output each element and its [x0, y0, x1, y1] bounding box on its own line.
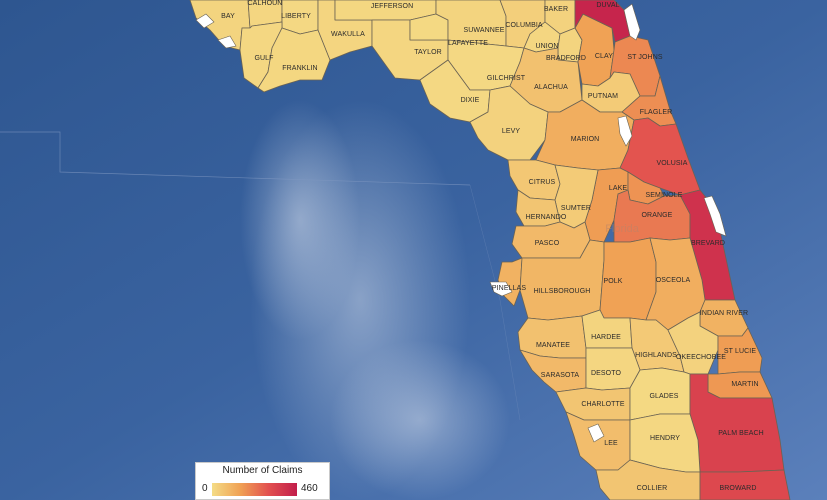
cloud-haze: [330, 340, 510, 500]
cloud-haze: [240, 100, 360, 340]
tampa-bay: [489, 281, 513, 297]
county-glades[interactable]: [629, 367, 691, 421]
county-desoto[interactable]: [585, 347, 641, 391]
county-pasco[interactable]: [511, 221, 591, 259]
offshore-boundary-line: [469, 184, 521, 421]
lagoon: [217, 35, 237, 49]
lagoon: [623, 3, 641, 41]
state-watermark: Florida: [605, 223, 640, 235]
counties-layer: [189, 0, 791, 500]
county-liberty[interactable]: [281, 0, 319, 35]
county-franklin[interactable]: [257, 27, 331, 93]
legend-title: Number of Claims: [222, 465, 303, 476]
offshore-boundary-line: [0, 131, 471, 186]
legend-max-label: 460: [301, 483, 318, 494]
county-polk[interactable]: [599, 237, 657, 321]
lagoon: [703, 195, 727, 237]
legend-color-ramp: [212, 483, 297, 496]
county-broward[interactable]: [699, 469, 791, 500]
county-jefferson[interactable]: [334, 0, 437, 21]
county-manatee[interactable]: [517, 315, 587, 359]
county-collier[interactable]: [595, 459, 701, 500]
legend-min-label: 0: [202, 483, 208, 494]
lagoon: [195, 13, 215, 29]
lagoon: [617, 115, 633, 147]
lagoon: [587, 423, 605, 443]
claims-legend: Number of Claims 0 460: [195, 462, 330, 500]
